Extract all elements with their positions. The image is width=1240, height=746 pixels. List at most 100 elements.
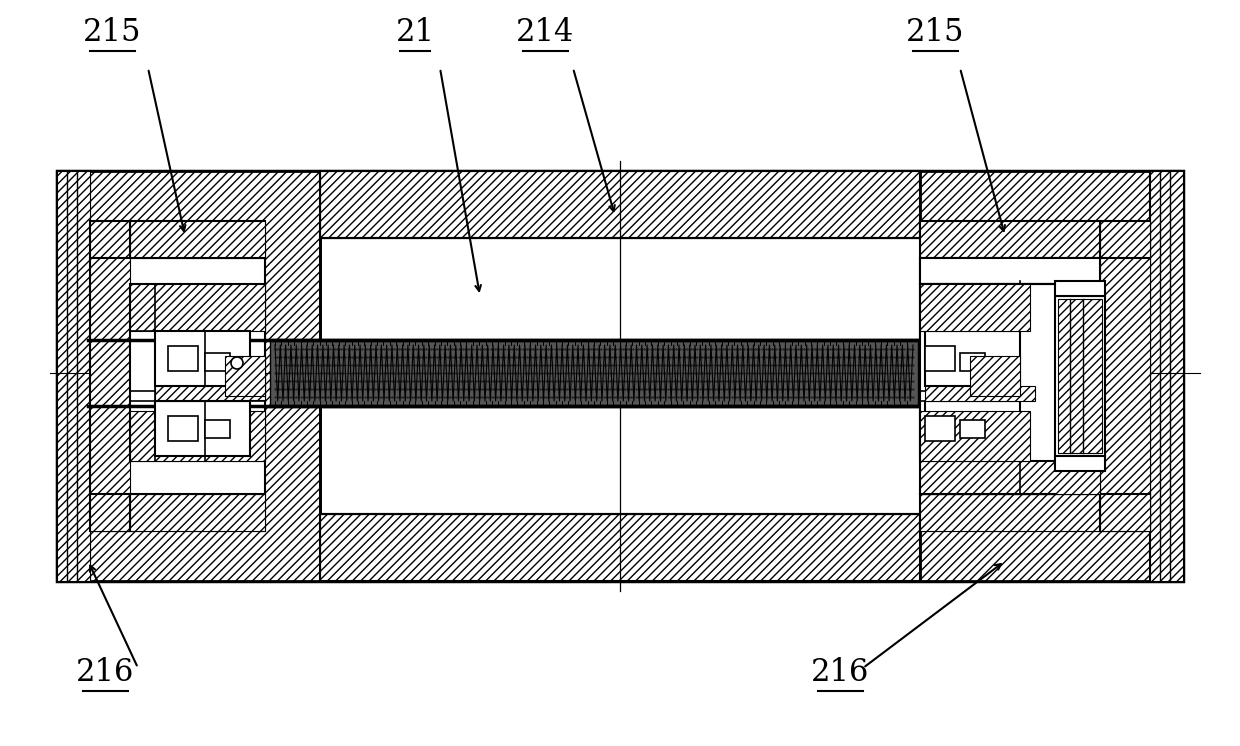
Point [737, 343, 756, 355]
Point [822, 383, 842, 395]
Point [645, 359, 665, 371]
Point [432, 391, 451, 403]
Point [686, 359, 706, 371]
Point [849, 343, 869, 355]
Point [835, 359, 854, 371]
Point [837, 359, 857, 371]
Point [532, 343, 552, 355]
Point [511, 367, 531, 379]
Point [319, 343, 339, 355]
Bar [155, 386, 265, 400]
Point [784, 367, 804, 379]
Point [272, 383, 291, 395]
Point [293, 383, 312, 395]
Point [668, 383, 688, 395]
Point [647, 383, 667, 395]
Point [888, 375, 908, 387]
Point [852, 343, 872, 355]
Point [417, 343, 436, 355]
Point [283, 375, 303, 387]
Point [579, 351, 599, 363]
Point [854, 343, 874, 355]
Point [801, 359, 821, 371]
Point [613, 351, 632, 363]
Point [639, 359, 658, 371]
Point [508, 391, 528, 403]
Point [573, 359, 593, 371]
Point [875, 375, 895, 387]
Point [538, 375, 558, 387]
Point [692, 375, 712, 387]
Point [314, 391, 334, 403]
Point [505, 375, 525, 387]
Point [680, 351, 699, 363]
Point [903, 383, 923, 395]
Point [722, 351, 742, 363]
Point [325, 375, 345, 387]
Point [890, 351, 910, 363]
Point [506, 391, 526, 403]
Point [813, 351, 833, 363]
Point [875, 359, 895, 371]
Point [474, 359, 494, 371]
Point [698, 383, 718, 395]
Point [570, 367, 590, 379]
Point [570, 391, 590, 403]
Point [901, 359, 921, 371]
Point [709, 391, 729, 403]
Point [595, 391, 615, 403]
Point [595, 343, 615, 355]
Point [289, 367, 309, 379]
Point [301, 375, 321, 387]
Point [438, 391, 458, 403]
Point [781, 391, 801, 403]
Point [626, 351, 646, 363]
Point [813, 383, 833, 395]
Point [417, 359, 436, 371]
Point [570, 343, 590, 355]
Point [348, 375, 368, 387]
Point [343, 343, 363, 355]
Point [308, 375, 327, 387]
Point [314, 367, 334, 379]
Point [293, 367, 312, 379]
Point [410, 391, 430, 403]
Point [737, 375, 756, 387]
Point [425, 375, 445, 387]
Point [748, 343, 768, 355]
Point [558, 375, 578, 387]
Point [370, 351, 389, 363]
Point [568, 375, 588, 387]
Point [858, 375, 878, 387]
Point [515, 351, 534, 363]
Point [777, 359, 797, 371]
Point [864, 383, 884, 395]
Point [308, 351, 327, 363]
Point [275, 375, 295, 387]
Point [308, 343, 327, 355]
Point [496, 351, 516, 363]
Point [542, 343, 562, 355]
Bar [130, 411, 265, 461]
Point [657, 343, 677, 355]
Point [476, 367, 496, 379]
Point [549, 375, 569, 387]
Point [660, 383, 680, 395]
Point [825, 351, 844, 363]
Point [544, 359, 564, 371]
Point [357, 367, 377, 379]
Point [529, 367, 549, 379]
Point [283, 359, 303, 371]
Point [595, 367, 615, 379]
Point [391, 343, 410, 355]
Point [796, 367, 816, 379]
Point [707, 375, 727, 387]
Point [737, 383, 756, 395]
Point [384, 359, 404, 371]
Point [526, 391, 546, 403]
Point [777, 351, 797, 363]
Point [574, 359, 594, 371]
Point [343, 367, 363, 379]
Point [283, 383, 303, 395]
Point [538, 383, 558, 395]
